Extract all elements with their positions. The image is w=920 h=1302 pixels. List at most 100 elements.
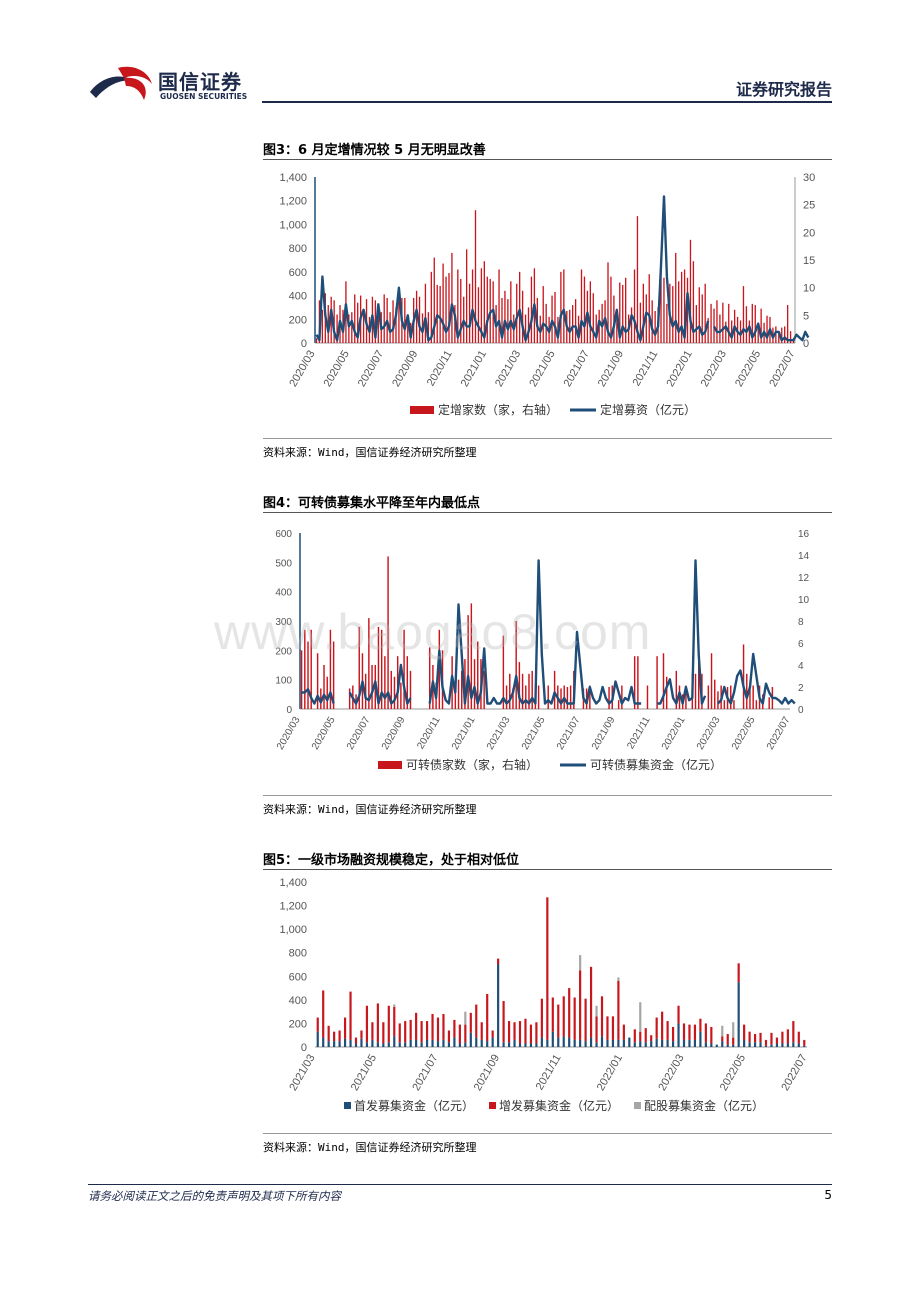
fig4-bar xyxy=(461,670,463,709)
fig5-bar-1 xyxy=(354,1037,358,1044)
fig4-bar xyxy=(637,656,639,709)
fig3-bar xyxy=(468,283,471,343)
fig5-bar-0 xyxy=(650,1041,653,1047)
fig5-bar-0 xyxy=(644,1042,647,1047)
fig4-bar xyxy=(723,700,726,709)
fig5-bar-2 xyxy=(595,1005,598,1017)
fig3-bar xyxy=(751,303,753,343)
fig5-bar-1 xyxy=(584,998,587,1042)
fig3-bar xyxy=(639,302,642,343)
figure-4-source: 资料来源：Wind，国信证券经济研究所整理 xyxy=(263,803,477,816)
doc-type-title: 证券研究报告 xyxy=(735,80,832,99)
fig5-y-tick: 1,200 xyxy=(279,901,307,913)
fig5-bar-1 xyxy=(732,1037,735,1045)
fig5-bar-0 xyxy=(415,1039,418,1047)
fig5-bar-1 xyxy=(535,1022,538,1044)
brand-logo-icon xyxy=(90,66,152,100)
fig3-bar xyxy=(374,300,377,343)
fig5-bar-1 xyxy=(453,1019,456,1038)
fig4-bar xyxy=(409,670,412,709)
fig5-bar-0 xyxy=(770,1044,773,1047)
fig4-x-tick: 2020/05 xyxy=(310,715,338,752)
fig4-bar xyxy=(755,700,758,709)
fig4-bar xyxy=(326,676,328,709)
fig5-bar-1 xyxy=(639,1031,642,1042)
figure-4-chart: 0 100 200 300 400 500 600 0 2 4 6 8 10 12 14 16 2020/03 2… xyxy=(263,513,832,793)
fig3-bar xyxy=(675,252,677,343)
fig4-bar xyxy=(428,647,431,709)
fig4-bar xyxy=(553,670,556,709)
fig5-bar-0 xyxy=(704,1042,707,1047)
fig3-bar xyxy=(704,283,706,343)
fig5-bar-1 xyxy=(382,1022,385,1044)
fig4-bar xyxy=(531,670,533,709)
fig3-bar xyxy=(504,290,506,343)
fig3-bar xyxy=(427,312,430,343)
fig5-bar-1 xyxy=(622,1024,625,1040)
fig3-bar xyxy=(333,300,335,343)
fig3-bar xyxy=(742,286,745,343)
fig3-bar xyxy=(362,312,365,343)
fig4-bar xyxy=(733,700,735,709)
fig3-y-left-tick: 1,000 xyxy=(279,219,307,231)
fig3-bar xyxy=(377,307,379,343)
footer-disclaimer: 请务必阅读正文之后的免责声明及其项下所有内容 xyxy=(88,1189,341,1203)
fig3-bar xyxy=(786,305,789,343)
fig4-bar xyxy=(467,615,469,709)
fig5-bar-1 xyxy=(404,1021,407,1043)
fig3-bar xyxy=(395,307,397,343)
fig3-bar xyxy=(754,305,756,343)
fig4-y-right-tick: 8 xyxy=(798,617,804,628)
fig5-bar-0 xyxy=(404,1042,407,1047)
fig5-bar-1 xyxy=(436,1017,440,1042)
fig5-bar-1 xyxy=(316,1017,319,1032)
fig3-x-tick: 2021/03 xyxy=(493,349,523,389)
fig5-bar-1 xyxy=(671,1026,675,1042)
fig4-bar xyxy=(377,626,380,709)
fig4-bar xyxy=(617,700,620,709)
fig3-bar xyxy=(713,308,715,343)
fig3-bar xyxy=(507,299,509,343)
header-divider xyxy=(262,101,832,103)
fig5-bar-1 xyxy=(693,1024,697,1040)
fig3-x-tick: 2022/05 xyxy=(733,349,763,389)
fig4-bar xyxy=(665,676,668,709)
fig3-bar xyxy=(710,303,712,343)
page-number: 5 xyxy=(824,1188,832,1202)
fig3-y-right-tick: 30 xyxy=(803,172,815,184)
fig5-bar-0 xyxy=(671,1041,675,1047)
fig5-bar-1 xyxy=(699,1018,702,1032)
fig5-bar-1 xyxy=(633,1029,636,1043)
fig5-legend-label-0: 首发募集资金（亿元） xyxy=(354,1098,474,1113)
fig4-y-left-tick: 200 xyxy=(275,646,292,657)
fig5-bar-0 xyxy=(781,1043,784,1047)
fig3-y-left-tick: 400 xyxy=(289,291,307,303)
fig4-bar xyxy=(621,685,623,709)
figure-3-chart: 0 200 400 600 800 1,000 1,200 1,400 0 5 10 15 20 25 30… xyxy=(263,160,832,436)
fig4-bar xyxy=(694,673,697,709)
fig5-bar-0 xyxy=(535,1043,538,1047)
fig3-bar xyxy=(336,314,338,343)
fig3-line-series xyxy=(315,195,810,342)
fig5-bar-0 xyxy=(611,1039,615,1047)
fig3-bar xyxy=(545,303,547,343)
fig3-bar xyxy=(551,295,553,343)
fig3-bar xyxy=(683,269,686,343)
fig3-bar xyxy=(666,303,668,343)
fig3-bar xyxy=(448,273,450,343)
fig4-x-tick: 2020/09 xyxy=(380,715,408,752)
fig5-bar-0 xyxy=(387,1042,390,1047)
fig3-y-left-tick: 1,400 xyxy=(279,172,307,184)
fig4-bar xyxy=(364,673,367,709)
fig4-bar xyxy=(746,673,748,709)
fig5-bar-1 xyxy=(721,1036,724,1042)
fig5-bar-0 xyxy=(425,1039,429,1047)
fig5-bar-0 xyxy=(371,1039,374,1047)
fig5-bar-0 xyxy=(393,1036,396,1047)
fig4-bar xyxy=(348,688,351,709)
fig5-bar-1 xyxy=(726,1034,729,1045)
fig5-bar-0 xyxy=(677,1023,680,1047)
fig4-bar xyxy=(310,629,312,709)
fig5-bar-0 xyxy=(797,1043,800,1047)
fig3-bar xyxy=(757,328,759,343)
